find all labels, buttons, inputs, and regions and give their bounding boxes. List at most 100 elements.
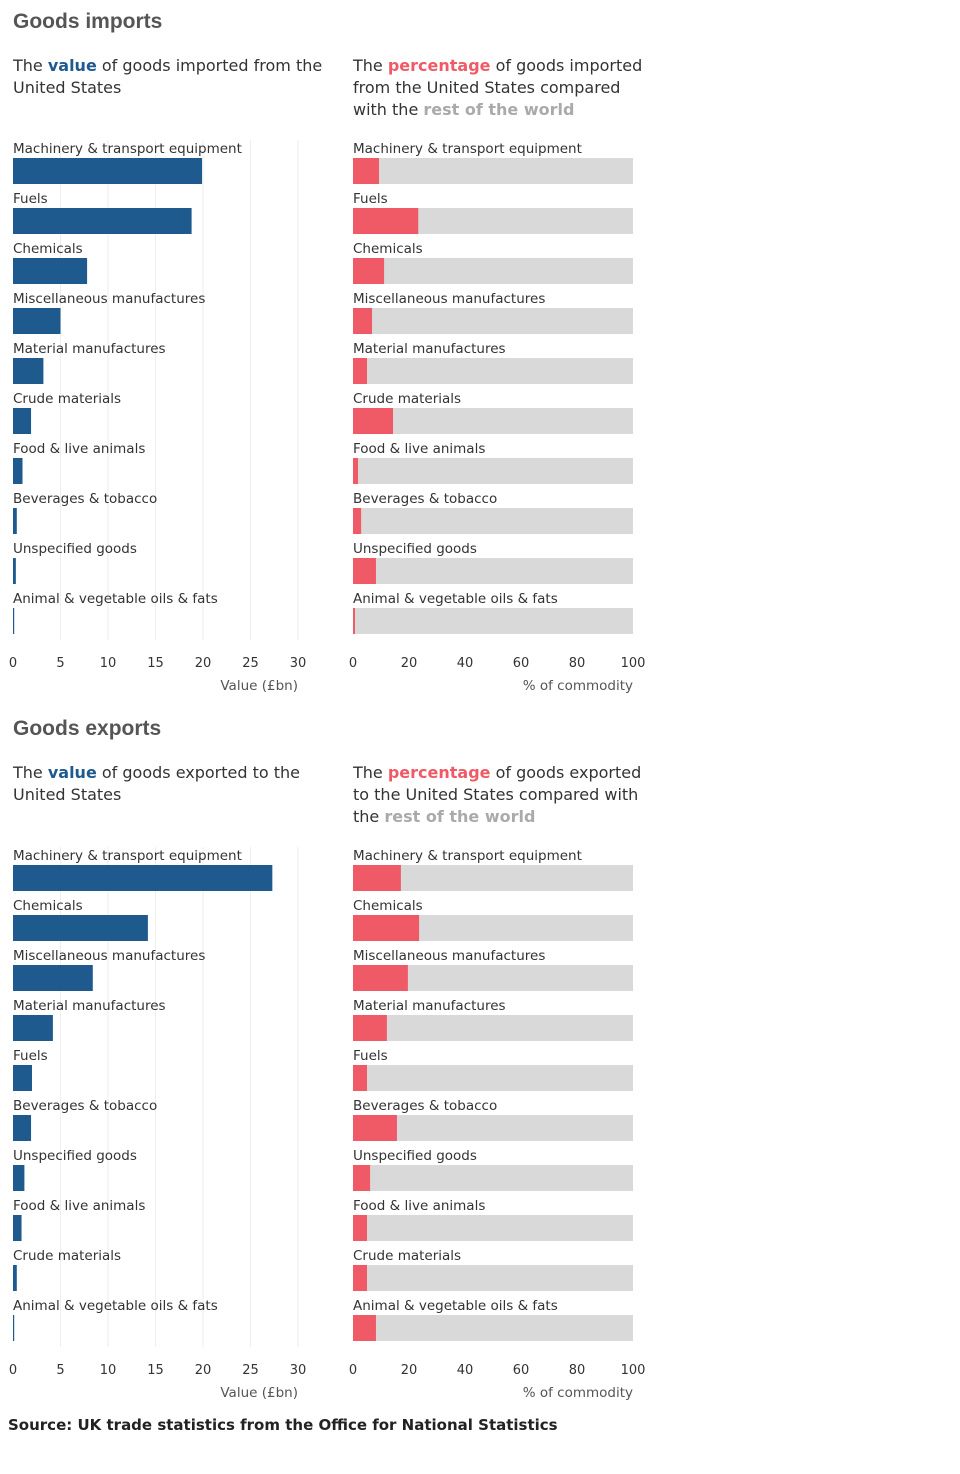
value-bar [13,258,88,284]
percentage-bar [353,258,385,284]
rest-of-world-bar [353,1265,633,1291]
x-tick-label: 0 [349,1363,357,1378]
percentage-bar [353,1065,367,1091]
percentage-bar [353,1315,376,1341]
value-bar [13,1265,17,1291]
category-label: Animal & vegetable oils & fats [353,1298,558,1314]
percentage-bar [353,408,394,434]
exports-value-subtitle: The value of goods exported to the Unite… [13,763,301,804]
value-bar [13,1115,32,1141]
x-tick-label: 15 [147,656,164,671]
category-label: Chemicals [353,898,423,914]
x-tick-label: 25 [242,656,259,671]
category-label: Fuels [13,1048,48,1064]
category-label: Chemicals [13,898,83,914]
category-label: Food & live animals [13,441,145,457]
rest-of-world-bar [353,508,633,534]
x-axis-label: % of commodity [523,1385,633,1401]
x-axis-label: % of commodity [523,678,633,694]
percentage-keyword: percentage [387,763,491,782]
value-keyword: value [47,56,97,75]
category-label: Animal & vegetable oils & fats [353,591,558,607]
category-label: Unspecified goods [13,541,137,557]
value-bar [13,158,203,184]
x-tick-label: 60 [513,1363,530,1378]
x-tick-label: 80 [569,1363,586,1378]
x-tick-label: 40 [457,656,474,671]
rest-of-world-bar [353,308,633,334]
category-label: Beverages & tobacco [353,1098,497,1114]
category-label: Machinery & transport equipment [353,848,582,864]
category-label: Food & live animals [353,1198,485,1214]
percentage-bar [353,308,373,334]
category-label: Machinery & transport equipment [13,141,242,157]
percentage-bar [353,358,367,384]
value-bar [13,965,93,991]
value-bar [13,865,273,891]
x-tick-label: 60 [513,656,530,671]
category-label: Animal & vegetable oils & fats [13,591,218,607]
percentage-bar [353,1015,387,1041]
value-bar [13,358,44,384]
percentage-bar [353,1215,367,1241]
rest-of-world-bar [353,1015,633,1041]
value-bar [13,1315,15,1341]
x-tick-label: 10 [100,656,117,671]
category-label: Beverages & tobacco [13,491,157,507]
x-tick-label: 15 [147,1363,164,1378]
category-label: Fuels [353,1048,388,1064]
category-label: Chemicals [353,241,423,257]
value-bar [13,608,15,634]
category-label: Machinery & transport equipment [13,848,242,864]
rest-of-world-bar [353,608,633,634]
value-bar [13,458,23,484]
exports-percentage-subtitle: The percentage of goods exported to the … [353,763,642,826]
category-label: Miscellaneous manufactures [353,948,545,964]
x-tick-label: 30 [290,656,307,671]
exports-percentage-chart: Machinery & transport equipment Chemicals… [349,848,646,1401]
x-tick-label: 0 [349,656,357,671]
category-label: Crude materials [13,1248,121,1264]
x-tick-label: 40 [457,1363,474,1378]
x-tick-label: 80 [569,656,586,671]
source-note: Source: UK trade statistics from the Off… [8,1416,558,1434]
category-label: Fuels [13,191,48,207]
percentage-bar [353,1265,367,1291]
x-tick-label: 20 [401,1363,418,1378]
percentage-bar [353,158,380,184]
value-bar [13,308,61,334]
x-tick-label: 0 [9,1363,17,1378]
rest-of-world-bar [353,408,633,434]
category-label: Unspecified goods [353,541,477,557]
rest-of-world-keyword: rest of the world [423,100,575,119]
value-keyword: value [47,763,97,782]
exports-value-chart: Machinery & transport equipment Chemicals… [9,847,306,1401]
rest-of-world-bar [353,1215,633,1241]
category-label: Food & live animals [353,441,485,457]
section-title-imports: Goods imports [13,10,163,33]
x-tick-label: 5 [56,656,64,671]
rest-of-world-bar [353,1315,633,1341]
category-label: Unspecified goods [13,1148,137,1164]
category-label: Material manufactures [353,341,506,357]
rest-of-world-bar [353,1065,633,1091]
imports-value-chart: Machinery & transport equipment Fuels Chem… [9,140,307,694]
percentage-bar [353,208,419,234]
rest-of-world-bar [353,258,633,284]
imports-value-subtitle: The value of goods imported from the Uni… [13,56,323,97]
category-label: Crude materials [13,391,121,407]
section-title-exports: Goods exports [13,717,162,740]
rest-of-world-bar [353,1115,633,1141]
category-label: Miscellaneous manufactures [13,291,205,307]
value-bar [13,1015,53,1041]
category-label: Unspecified goods [353,1148,477,1164]
x-tick-label: 0 [9,656,17,671]
x-tick-label: 20 [195,1363,212,1378]
category-label: Animal & vegetable oils & fats [13,1298,218,1314]
x-axis-label: Value (£bn) [220,1385,298,1401]
rest-of-world-bar [353,458,633,484]
value-bar [13,208,192,234]
percentage-bar [353,608,355,634]
category-label: Fuels [353,191,388,207]
percentage-bar [353,558,376,584]
